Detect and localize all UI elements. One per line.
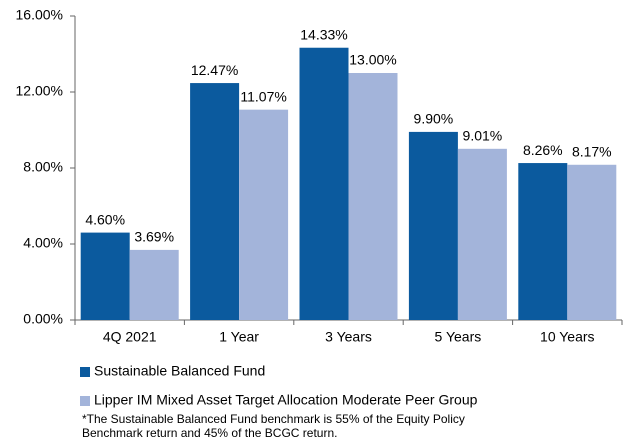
value-label: 8.17% xyxy=(572,143,612,159)
value-label: 3.69% xyxy=(134,229,174,245)
value-label: 9.90% xyxy=(414,111,454,127)
footnote: *The Sustainable Balanced Fund benchmark… xyxy=(82,412,465,426)
bar xyxy=(457,148,507,320)
value-label: 8.26% xyxy=(523,142,563,158)
bar xyxy=(408,131,458,320)
legend-swatch xyxy=(80,367,90,377)
bar xyxy=(299,47,349,320)
x-tick-label: 3 Years xyxy=(325,329,372,345)
bar xyxy=(239,109,289,320)
y-tick-label: 16.00% xyxy=(16,7,63,23)
footnote: Benchmark return and 45% of the BCGC ret… xyxy=(82,426,337,440)
value-label: 4.60% xyxy=(85,211,125,227)
value-label: 11.07% xyxy=(240,88,286,104)
y-tick-label: 8.00% xyxy=(23,159,63,175)
x-tick-label: 5 Years xyxy=(435,329,482,345)
y-tick-label: 4.00% xyxy=(23,235,63,251)
bar xyxy=(129,249,179,320)
bar xyxy=(518,163,568,320)
x-tick-label: 4Q 2021 xyxy=(103,329,157,345)
bar xyxy=(80,232,130,320)
y-tick-label: 12.00% xyxy=(16,83,63,99)
x-tick-label: 10 Years xyxy=(540,329,595,345)
bar xyxy=(190,83,240,320)
x-tick-label: 1 Year xyxy=(219,329,259,345)
bar xyxy=(348,73,398,320)
value-label: 9.01% xyxy=(463,128,503,144)
bar xyxy=(567,164,617,320)
legend-label: Sustainable Balanced Fund xyxy=(94,363,265,379)
value-label: 13.00% xyxy=(349,52,396,68)
legend-label: Lipper IM Mixed Asset Target Allocation … xyxy=(94,392,478,408)
value-label: 12.47% xyxy=(191,62,238,78)
value-label: 14.33% xyxy=(300,26,347,42)
y-tick-label: 0.00% xyxy=(23,311,63,327)
legend-swatch xyxy=(80,396,90,406)
